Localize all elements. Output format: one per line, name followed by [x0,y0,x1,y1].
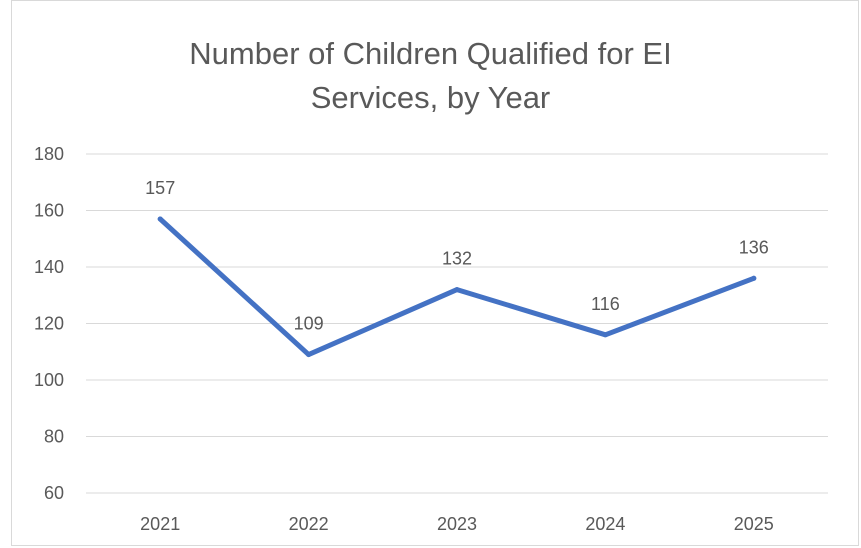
chart-area [11,0,859,546]
data-labels: 157 109 132 116 136 [145,178,769,334]
y-tick-label: 140 [34,257,64,277]
data-point [751,275,757,281]
data-label: 132 [442,249,472,269]
y-tick-label: 80 [44,427,64,447]
chart-title-line-1: Number of Children Qualified for EI [189,36,672,71]
data-label: 157 [145,178,175,198]
x-tick-label: 2021 [140,514,180,534]
data-label: 109 [294,314,324,334]
x-tick-label: 2024 [585,514,625,534]
data-point [454,287,460,293]
data-point [306,352,312,358]
y-tick-label: 100 [34,370,64,390]
chart-title-line-2: Services, by Year [310,80,551,115]
data-label: 116 [591,294,620,314]
y-tick-label: 180 [34,144,64,164]
x-axis-tick-labels: 2021 2022 2023 2024 2025 [140,514,774,534]
data-point [602,332,608,338]
data-label: 136 [739,237,769,257]
x-tick-label: 2025 [734,514,774,534]
chart-title: Number of Children Qualified for EI Serv… [0,32,861,120]
data-point [157,216,163,222]
series-line-group [157,216,757,358]
y-tick-label: 120 [34,314,64,334]
y-tick-label: 60 [44,483,64,503]
x-tick-label: 2023 [437,514,477,534]
y-tick-label: 160 [34,201,64,221]
x-tick-label: 2022 [289,514,329,534]
gridlines [86,153,828,494]
series-line [157,216,757,358]
y-axis-tick-labels: 60 80 100 120 140 160 180 [34,144,64,503]
